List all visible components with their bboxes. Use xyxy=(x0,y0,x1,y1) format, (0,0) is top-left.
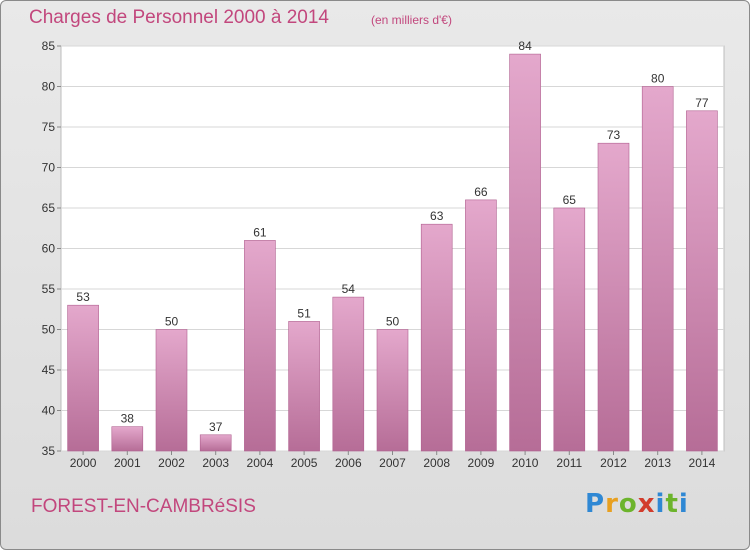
bar xyxy=(332,296,365,452)
chart-title: Charges de Personnel 2000 à 2014 xyxy=(29,7,330,28)
y-tick-label: 85 xyxy=(42,39,56,53)
x-tick-label: 2013 xyxy=(644,456,671,470)
data-label: 65 xyxy=(563,193,577,207)
data-label: 63 xyxy=(430,209,444,223)
data-label: 37 xyxy=(209,420,223,434)
bar xyxy=(420,223,453,452)
x-tick-label: 2001 xyxy=(114,456,141,470)
x-tick-label: 2004 xyxy=(247,456,274,470)
logo-letter: P xyxy=(585,489,606,519)
data-label: 54 xyxy=(342,282,356,296)
x-tick-label: 2010 xyxy=(512,456,539,470)
x-tick-label: 2012 xyxy=(600,456,627,470)
bar xyxy=(686,110,718,452)
x-tick-label: 2002 xyxy=(158,456,185,470)
x-tick-label: 2006 xyxy=(335,456,362,470)
bar xyxy=(67,304,99,452)
logo-letter: x xyxy=(637,489,656,519)
bar xyxy=(553,207,586,452)
data-label: 50 xyxy=(386,315,400,329)
x-tick-label: 2008 xyxy=(423,456,450,470)
data-label: 80 xyxy=(651,72,665,86)
data-label: 51 xyxy=(297,306,311,320)
chart-subtitle: (en milliers d'€) xyxy=(371,13,452,27)
y-tick-label: 55 xyxy=(42,282,56,296)
x-tick-label: 2005 xyxy=(291,456,318,470)
logo-letter: r xyxy=(605,489,619,519)
data-label: 50 xyxy=(165,315,179,329)
data-label: 38 xyxy=(121,412,135,426)
x-tick-label: 2014 xyxy=(689,456,716,470)
logo-letter: i xyxy=(655,489,666,519)
logo-letter: i xyxy=(678,489,689,519)
y-tick-label: 80 xyxy=(42,80,56,94)
commune-name: FOREST-EN-CAMBRéSIS xyxy=(31,496,256,517)
logo-letter: o xyxy=(618,489,638,519)
x-tick-label: 2000 xyxy=(70,456,97,470)
y-tick-label: 65 xyxy=(42,201,56,215)
y-axis: 35 40 45 50 55 60 65 70 75 80 85 xyxy=(42,39,61,458)
bar xyxy=(597,142,630,452)
bar xyxy=(155,329,188,452)
y-tick-label: 60 xyxy=(42,242,56,256)
logo-letter: t xyxy=(665,489,679,519)
data-label: 66 xyxy=(474,185,488,199)
x-tick-label: 2011 xyxy=(556,456,582,470)
data-label: 77 xyxy=(695,96,709,110)
data-label: 53 xyxy=(76,290,90,304)
y-tick-label: 45 xyxy=(42,363,56,377)
bar xyxy=(509,53,541,452)
bar xyxy=(244,240,276,452)
y-tick-label: 75 xyxy=(42,120,56,134)
data-label: 61 xyxy=(253,225,267,239)
x-tick-label: 2007 xyxy=(379,456,406,470)
x-axis: 2000 2001 2002 2003 2004 2005 2006 2007 2008 2009… xyxy=(70,451,716,470)
bar xyxy=(111,426,144,452)
data-label: 73 xyxy=(607,128,621,142)
x-tick-label: 2003 xyxy=(202,456,229,470)
bar xyxy=(465,199,497,452)
y-tick-label: 40 xyxy=(42,404,56,418)
proxiti-logo: Proxiti xyxy=(585,489,689,519)
y-tick-label: 35 xyxy=(42,444,56,458)
bar xyxy=(641,86,674,452)
y-tick-label: 70 xyxy=(42,161,56,175)
bar xyxy=(376,329,409,452)
bar xyxy=(288,321,320,452)
data-label: 84 xyxy=(518,39,532,53)
x-tick-label: 2009 xyxy=(468,456,495,470)
bar xyxy=(199,434,232,452)
y-tick-label: 50 xyxy=(42,323,56,337)
